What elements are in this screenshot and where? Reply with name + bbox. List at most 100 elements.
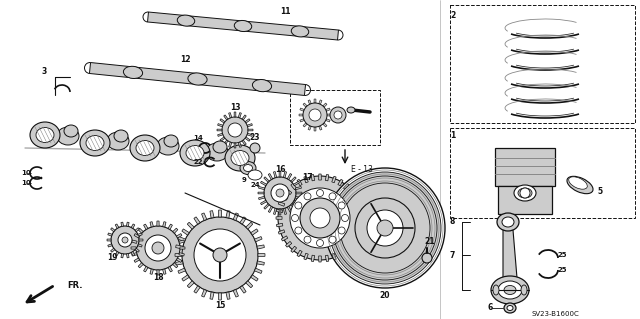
Polygon shape: [121, 222, 124, 226]
Polygon shape: [295, 187, 301, 190]
Text: 22: 22: [193, 159, 203, 165]
Polygon shape: [218, 293, 221, 300]
Polygon shape: [264, 204, 269, 209]
Polygon shape: [173, 228, 178, 233]
Polygon shape: [182, 275, 189, 281]
Ellipse shape: [157, 137, 179, 155]
Circle shape: [111, 226, 139, 254]
Polygon shape: [218, 124, 223, 127]
Ellipse shape: [86, 136, 104, 151]
Text: 3: 3: [42, 68, 47, 77]
Circle shape: [309, 109, 321, 121]
Bar: [495, 148, 555, 186]
Text: 12: 12: [180, 56, 190, 64]
Polygon shape: [251, 229, 258, 235]
Ellipse shape: [80, 130, 110, 156]
Polygon shape: [224, 115, 228, 120]
Polygon shape: [179, 240, 184, 243]
Polygon shape: [220, 119, 225, 123]
Polygon shape: [319, 100, 322, 104]
Circle shape: [291, 214, 298, 221]
Polygon shape: [134, 258, 140, 263]
Polygon shape: [179, 253, 184, 256]
Polygon shape: [180, 247, 185, 249]
Polygon shape: [115, 224, 119, 228]
Text: 14: 14: [193, 135, 203, 141]
Text: 1: 1: [451, 130, 456, 139]
Polygon shape: [293, 200, 300, 205]
Polygon shape: [325, 174, 329, 181]
Polygon shape: [132, 240, 137, 243]
Text: 16: 16: [275, 166, 285, 174]
Polygon shape: [319, 256, 321, 262]
Polygon shape: [228, 142, 232, 147]
Ellipse shape: [36, 128, 54, 143]
Polygon shape: [178, 268, 186, 273]
Polygon shape: [273, 208, 276, 214]
Polygon shape: [132, 253, 137, 256]
Ellipse shape: [164, 135, 178, 147]
Polygon shape: [311, 174, 315, 181]
Polygon shape: [150, 222, 154, 227]
Polygon shape: [358, 217, 364, 219]
Polygon shape: [194, 217, 200, 224]
Polygon shape: [242, 140, 246, 145]
Polygon shape: [303, 103, 307, 107]
Ellipse shape: [130, 135, 160, 161]
Circle shape: [367, 210, 403, 246]
Ellipse shape: [514, 185, 536, 201]
Circle shape: [213, 248, 227, 262]
Polygon shape: [348, 189, 355, 195]
Circle shape: [228, 123, 242, 137]
Polygon shape: [299, 114, 303, 116]
Polygon shape: [297, 250, 302, 257]
Text: 18: 18: [153, 273, 163, 283]
Polygon shape: [304, 176, 308, 183]
Ellipse shape: [240, 161, 256, 174]
Polygon shape: [291, 246, 296, 252]
Polygon shape: [278, 230, 285, 234]
Polygon shape: [503, 230, 517, 278]
Polygon shape: [127, 254, 129, 258]
Polygon shape: [134, 234, 140, 238]
Polygon shape: [139, 239, 143, 241]
Polygon shape: [182, 229, 189, 235]
Polygon shape: [234, 112, 236, 117]
Polygon shape: [276, 209, 283, 213]
Ellipse shape: [347, 107, 355, 113]
Polygon shape: [291, 183, 296, 190]
Polygon shape: [279, 171, 281, 177]
Circle shape: [145, 235, 171, 261]
Text: 8: 8: [450, 218, 455, 226]
Polygon shape: [259, 196, 265, 199]
Polygon shape: [224, 140, 228, 145]
Polygon shape: [188, 281, 194, 288]
Text: 11: 11: [280, 8, 291, 17]
Text: 19: 19: [107, 254, 117, 263]
Polygon shape: [135, 228, 140, 232]
Polygon shape: [303, 123, 307, 127]
Polygon shape: [338, 250, 343, 257]
Polygon shape: [264, 177, 269, 182]
Polygon shape: [131, 224, 135, 228]
Polygon shape: [319, 126, 322, 130]
Polygon shape: [314, 99, 316, 103]
Polygon shape: [90, 63, 305, 95]
Polygon shape: [279, 209, 281, 215]
Polygon shape: [226, 292, 230, 299]
Polygon shape: [355, 230, 362, 234]
Polygon shape: [108, 244, 112, 247]
Polygon shape: [352, 236, 358, 241]
Polygon shape: [285, 189, 292, 195]
Polygon shape: [268, 206, 273, 212]
Circle shape: [377, 220, 393, 236]
Ellipse shape: [225, 145, 255, 171]
Ellipse shape: [252, 79, 271, 92]
Ellipse shape: [567, 176, 593, 194]
Polygon shape: [220, 137, 225, 141]
Polygon shape: [282, 236, 288, 241]
Polygon shape: [148, 12, 339, 40]
Polygon shape: [150, 269, 154, 274]
Polygon shape: [245, 119, 250, 123]
Circle shape: [520, 188, 530, 198]
